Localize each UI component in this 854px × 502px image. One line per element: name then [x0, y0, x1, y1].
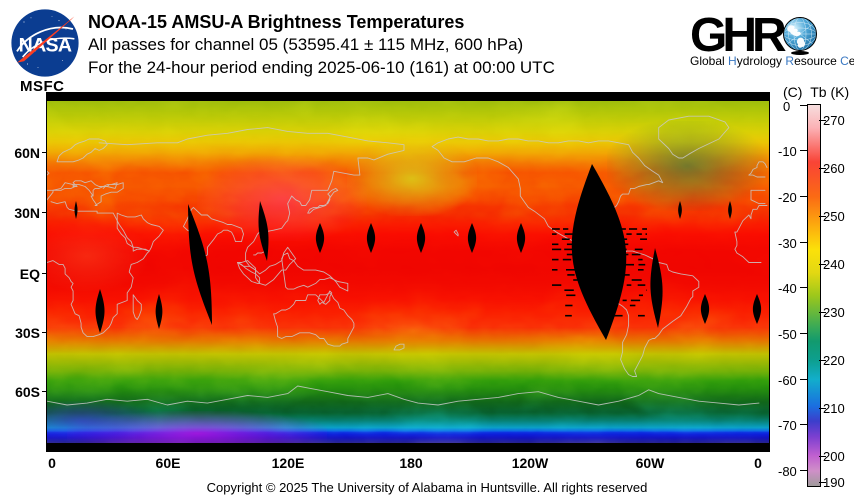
- svg-text:NASA: NASA: [19, 34, 72, 56]
